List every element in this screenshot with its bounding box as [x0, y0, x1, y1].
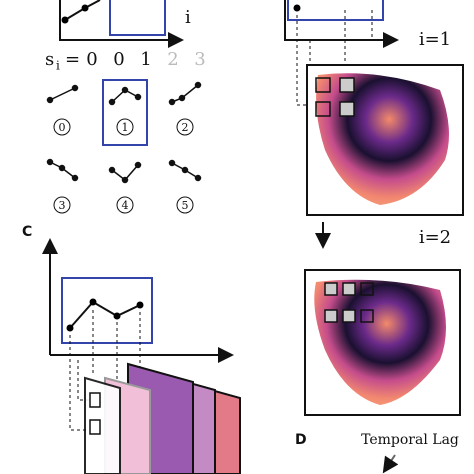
seq-subscript: i — [56, 59, 60, 73]
step-label: i=1 — [419, 29, 451, 50]
seq-value: 2 — [167, 49, 178, 70]
pattern-circle — [53, 196, 71, 214]
seq-equals: = — [65, 49, 80, 70]
pattern-index: 3 — [59, 199, 66, 212]
pattern-index: 0 — [59, 121, 66, 134]
pattern-index: 2 — [182, 121, 189, 134]
panel-c: C — [22, 224, 241, 474]
step-label: i=2 — [419, 227, 451, 248]
seq-label: s — [45, 49, 54, 70]
pattern-circle — [176, 118, 194, 136]
seq-value: 0 — [86, 49, 97, 70]
pattern-index: 1 — [122, 121, 129, 134]
temporal-lag: Temporal Lag — [361, 432, 459, 448]
pattern-index: 5 — [182, 199, 189, 212]
seq-value: 0 — [113, 49, 124, 70]
pattern-circle — [176, 196, 194, 214]
pattern-index: 4 — [122, 199, 129, 212]
panel-label: D — [295, 432, 307, 448]
panel-d: D Temporal Lag — [295, 432, 459, 474]
axis-label: i — [185, 7, 191, 28]
seq-value: 3 — [194, 49, 205, 70]
pattern-circle — [116, 196, 134, 214]
seq-value: 1 — [140, 49, 151, 70]
pattern-circle — [53, 118, 71, 136]
panel-top-right: i=1 i=2 — [284, 0, 464, 416]
pattern-circle — [116, 118, 134, 136]
panel-label: C — [22, 224, 32, 240]
